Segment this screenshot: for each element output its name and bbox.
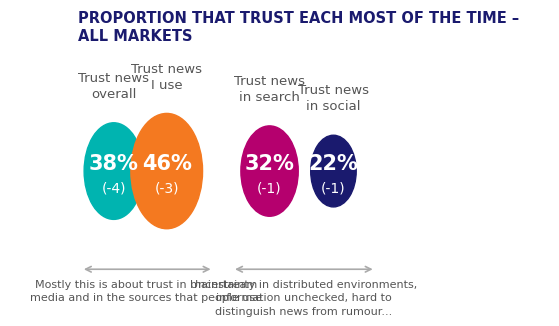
Text: Trust news
in search: Trust news in search	[234, 75, 305, 104]
Text: Mostly this is about trust in mainstream
media and in the sources that people us: Mostly this is about trust in mainstream…	[30, 280, 263, 304]
Text: PROPORTION THAT TRUST EACH MOST OF THE TIME –
ALL MARKETS: PROPORTION THAT TRUST EACH MOST OF THE T…	[78, 10, 519, 44]
Text: 22%: 22%	[309, 154, 358, 174]
Text: Trust news
in social: Trust news in social	[298, 84, 369, 113]
Text: (-3): (-3)	[154, 181, 179, 195]
Text: Trust news
overall: Trust news overall	[78, 72, 149, 101]
Text: 46%: 46%	[142, 154, 192, 174]
Ellipse shape	[241, 126, 299, 216]
Text: (-1): (-1)	[257, 181, 282, 195]
Text: 38%: 38%	[89, 154, 139, 174]
Text: (-4): (-4)	[102, 181, 126, 195]
Ellipse shape	[311, 135, 356, 207]
Ellipse shape	[84, 123, 143, 219]
Text: 32%: 32%	[245, 154, 295, 174]
Text: Uncertainty in distributed environments,
information unchecked, hard to
distingu: Uncertainty in distributed environments,…	[190, 280, 418, 317]
Ellipse shape	[131, 113, 202, 229]
Text: Trust news
I use: Trust news I use	[131, 63, 202, 92]
Text: (-1): (-1)	[321, 181, 346, 195]
